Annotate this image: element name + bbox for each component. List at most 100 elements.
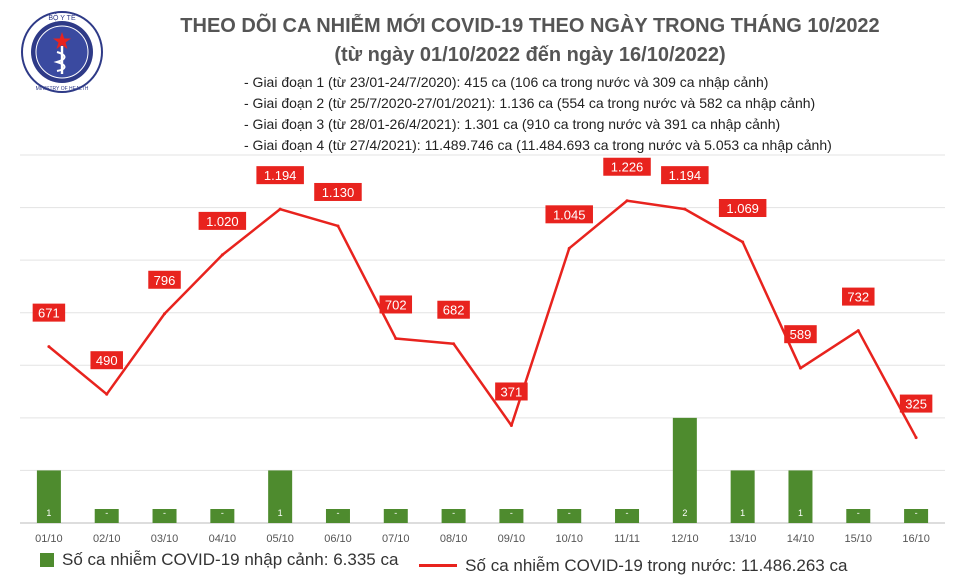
legend-label-domestic: Số ca nhiễm COVID-19 trong nước: 11.486.… xyxy=(465,555,848,575)
line-data-label: 702 xyxy=(385,297,407,312)
domestic-cases-line xyxy=(48,199,918,439)
line-data-label: 589 xyxy=(790,327,812,342)
line-data-label-box xyxy=(90,351,123,370)
phase-notes: - Giai đoạn 1 (từ 23/01-24/7/2020): 415 … xyxy=(244,72,832,156)
bar-data-label: 1 xyxy=(740,508,745,518)
legend-item-imported: Số ca nhiễm COVID-19 nhập cảnh: 6.335 ca xyxy=(40,550,398,570)
bar-data-label: 1 xyxy=(278,508,283,518)
bar xyxy=(210,509,235,523)
x-tick-label: 05/10 xyxy=(266,533,294,545)
x-tick-label: 13/10 xyxy=(729,533,757,545)
ministry-of-health-logo: BỘ Y TẾ MINISTRY OF HEALTH xyxy=(21,11,103,93)
bar xyxy=(499,509,524,523)
bar-data-label: 1 xyxy=(798,508,803,518)
bar-data-label: - xyxy=(163,508,166,518)
note-phase-3: - Giai đoạn 3 (từ 28/01-26/4/2021): 1.30… xyxy=(244,116,781,132)
line-data-label-box xyxy=(603,157,651,176)
star-icon xyxy=(53,32,71,49)
line-point xyxy=(105,392,109,396)
line-point xyxy=(220,253,224,257)
bar-data-label: 2 xyxy=(682,508,687,518)
bar xyxy=(788,470,813,523)
line-point xyxy=(394,336,398,340)
line-point xyxy=(625,199,629,203)
line-data-label: 1.069 xyxy=(726,201,759,216)
x-tick-label: 14/10 xyxy=(787,533,815,545)
bar-data-label: - xyxy=(336,508,339,518)
bar-data-label: - xyxy=(857,508,860,518)
line-data-label: 671 xyxy=(38,306,60,321)
line-data-label: 1.045 xyxy=(553,207,586,222)
line-point xyxy=(278,207,282,211)
x-tick-label: 06/10 xyxy=(324,533,352,545)
line-point xyxy=(452,342,456,346)
bar xyxy=(152,509,177,523)
bar xyxy=(383,509,408,523)
legend-item-domestic: Số ca nhiễm COVID-19 trong nước: 11.486.… xyxy=(419,556,847,576)
bar-data-label: - xyxy=(568,508,571,518)
x-tick-label: 02/10 xyxy=(93,533,121,545)
line-data-label: 1.194 xyxy=(669,168,702,183)
line-point xyxy=(567,246,571,250)
line-data-label: 732 xyxy=(847,290,869,305)
chart-subtitle: (từ ngày 01/10/2022 đến ngày 16/10/2022) xyxy=(334,44,726,66)
bar-data-label: - xyxy=(626,508,629,518)
bar xyxy=(615,509,640,523)
line-data-label: 490 xyxy=(96,353,118,368)
bar xyxy=(36,470,61,523)
line-data-label-box xyxy=(314,182,362,201)
bar-data-label: - xyxy=(452,508,455,518)
line-point xyxy=(741,240,745,244)
bar-data-label: - xyxy=(105,508,108,518)
chart-title: THEO DÕI CA NHIỄM MỚI COVID-19 THEO NGÀY… xyxy=(180,15,880,37)
x-tick-label: 10/10 xyxy=(555,533,583,545)
line-data-label: 1.130 xyxy=(322,185,355,200)
line-point xyxy=(914,436,918,440)
x-tick-label: 11/11 xyxy=(614,533,640,545)
line-data-label-box xyxy=(148,270,181,289)
bar-data-label: - xyxy=(510,508,513,518)
x-tick-label: 08/10 xyxy=(440,533,468,545)
line-point xyxy=(798,366,802,370)
bar xyxy=(268,470,293,523)
bar-data-label: 1 xyxy=(46,508,51,518)
x-tick-label: 07/10 xyxy=(382,533,410,545)
x-tick-label: 15/10 xyxy=(845,533,873,545)
line-data-label: 1.226 xyxy=(611,160,644,175)
bar xyxy=(557,509,582,523)
line-data-label-box xyxy=(256,166,304,185)
bar xyxy=(730,470,755,523)
x-tick-label: 12/10 xyxy=(671,533,699,545)
line-data-label-box xyxy=(379,295,413,314)
line-data-label: 1.194 xyxy=(264,168,297,183)
x-tick-label: 01/10 xyxy=(35,533,63,545)
line-data-label-box xyxy=(495,382,528,401)
legend-label-imported: Số ca nhiễm COVID-19 nhập cảnh: 6.335 ca xyxy=(62,550,399,569)
line-point xyxy=(47,345,51,349)
line-data-label-box xyxy=(437,300,470,319)
line-data-label: 682 xyxy=(443,303,465,318)
bar xyxy=(672,417,697,523)
line-data-label: 371 xyxy=(501,384,523,399)
note-phase-4: - Giai đoạn 4 (từ 27/4/2021): 11.489.746… xyxy=(244,137,832,153)
line-data-label-box xyxy=(198,211,247,230)
line-data-label-box xyxy=(661,166,709,185)
line-point xyxy=(683,207,687,211)
svg-text:MINISTRY OF HEALTH: MINISTRY OF HEALTH xyxy=(36,86,89,92)
x-tick-label: 09/10 xyxy=(498,533,526,545)
x-tick-label: 03/10 xyxy=(151,533,179,545)
x-tick-label: 16/10 xyxy=(902,533,930,545)
line-data-label: 1.020 xyxy=(206,214,239,229)
bar xyxy=(94,509,119,523)
bar xyxy=(904,509,929,523)
bar xyxy=(441,509,466,523)
line-data-label: 796 xyxy=(154,273,176,288)
line-data-label-box xyxy=(899,394,933,413)
legend-line-swatch xyxy=(419,564,458,567)
line-point xyxy=(336,224,340,228)
legend-bar-swatch xyxy=(40,553,54,567)
note-phase-2: - Giai đoạn 2 (từ 25/7/2020-27/01/2021):… xyxy=(244,95,816,111)
line-data-label: 325 xyxy=(905,397,927,412)
line-point xyxy=(163,312,167,316)
